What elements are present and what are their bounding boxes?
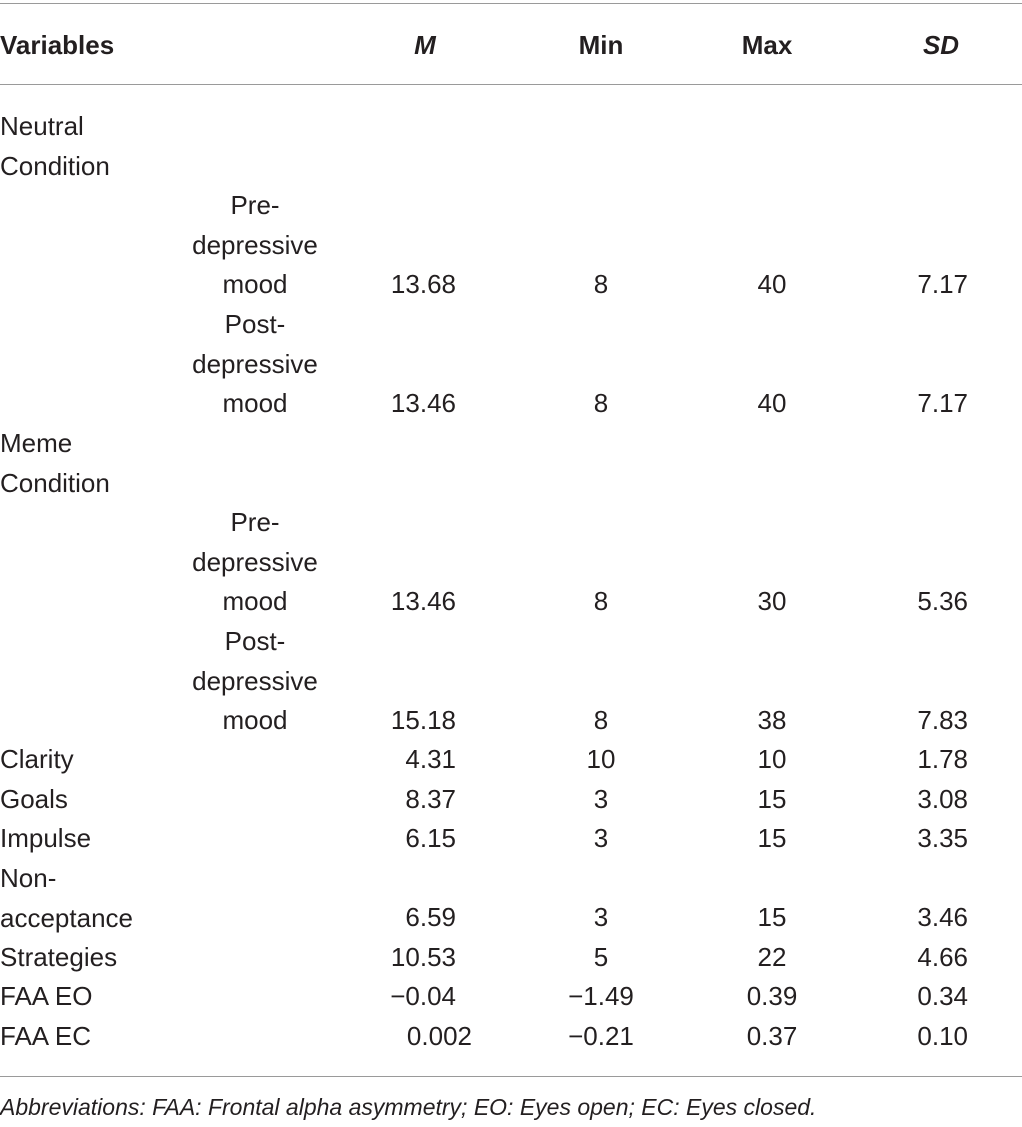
cell-sd: 5.36 <box>917 586 968 616</box>
header-max: Max <box>741 30 793 60</box>
cell-sd: 0.10 <box>917 1021 968 1051</box>
cell-sd: 1.78 <box>917 744 968 774</box>
row-label-line: Post- <box>224 626 286 656</box>
cell-max: 22 <box>757 942 787 972</box>
top-rule <box>0 3 1022 4</box>
cell-sd: 7.17 <box>917 269 968 299</box>
group-label-meme: Meme Condition <box>0 424 130 503</box>
cell-mean: 15.18 <box>390 705 456 735</box>
cell-max: 15 <box>757 784 787 814</box>
row-label: FAA EO <box>0 981 93 1011</box>
row-label-line: depressive <box>192 229 318 260</box>
table-footnote: Abbreviations: FAA: Frontal alpha asymme… <box>0 1094 817 1120</box>
row-label-line: acceptance <box>0 902 133 933</box>
row-label-text: Post-depressive mood <box>180 622 330 741</box>
row-label: Non-acceptance <box>0 859 150 938</box>
cell-min: 10 <box>586 744 616 774</box>
cell-max: 10 <box>757 744 787 774</box>
header-rule <box>0 84 1022 85</box>
cell-mean: 4.31 <box>405 744 456 774</box>
group-label-line: Condition <box>0 150 110 181</box>
group-label-line: Meme <box>0 428 73 458</box>
cell-max: 38 <box>757 705 787 735</box>
cell-max: 15 <box>757 823 787 853</box>
row-label: Strategies <box>0 942 118 972</box>
cell-sd: 4.66 <box>917 942 968 972</box>
cell-mean: 13.68 <box>390 269 456 299</box>
cell-min: −0.21 <box>568 1021 634 1051</box>
cell-sd: 7.17 <box>917 388 968 418</box>
cell-max: 0.39 <box>746 981 798 1011</box>
row-label: Impulse <box>0 823 92 853</box>
group-label-line: Condition <box>0 467 110 498</box>
cell-mean: 10.53 <box>390 942 456 972</box>
row-label-line: depressive <box>192 348 318 379</box>
cell-sd: 3.46 <box>917 902 968 932</box>
row-label-line: mood <box>222 388 288 418</box>
cell-min: 8 <box>593 705 609 735</box>
cell-sd: 0.34 <box>917 981 968 1011</box>
row-label-line: mood <box>222 705 288 735</box>
cell-min: −1.49 <box>568 981 634 1011</box>
row-label: Post-depressive mood <box>180 622 330 741</box>
row-label: Pre-depressive mood <box>180 186 330 305</box>
header-variables: Variables <box>0 30 115 60</box>
cell-mean: 0.002 <box>406 1021 472 1051</box>
row-label-line: Non- <box>0 863 57 893</box>
cell-max: 30 <box>757 586 787 616</box>
bottom-rule <box>0 1076 1022 1077</box>
cell-mean: 8.37 <box>405 784 456 814</box>
row-label: Goals <box>0 784 68 814</box>
row-label-line: depressive <box>192 546 318 577</box>
cell-mean: −0.04 <box>390 981 456 1011</box>
cell-mean: 6.15 <box>405 823 456 853</box>
cell-min: 3 <box>593 823 609 853</box>
cell-max: 15 <box>757 902 787 932</box>
row-label: Clarity <box>0 744 74 774</box>
row-label: FAA EC <box>0 1021 92 1051</box>
cell-max: 0.37 <box>746 1021 798 1051</box>
row-label-text: Pre-depressive mood <box>180 503 330 622</box>
cell-min: 8 <box>593 269 609 299</box>
group-label-neutral: Neutral Condition <box>0 107 130 186</box>
group-label-line: Neutral <box>0 111 84 141</box>
row-label-line: mood <box>222 269 288 299</box>
header-min: Min <box>578 30 624 60</box>
row-label-line: mood <box>222 586 288 616</box>
cell-max: 40 <box>757 269 787 299</box>
cell-sd: 7.83 <box>917 705 968 735</box>
row-label-text: Pre-depressive mood <box>180 186 330 305</box>
cell-max: 40 <box>757 388 787 418</box>
row-label-line: Pre- <box>230 190 280 220</box>
cell-mean: 13.46 <box>390 388 456 418</box>
cell-min: 8 <box>593 586 609 616</box>
cell-mean: 13.46 <box>390 586 456 616</box>
row-label-line: Post- <box>224 309 286 339</box>
cell-mean: 6.59 <box>405 902 456 932</box>
cell-min: 3 <box>593 902 609 932</box>
row-label-line: Pre- <box>230 507 280 537</box>
cell-sd: 3.08 <box>917 784 968 814</box>
cell-min: 3 <box>593 784 609 814</box>
row-label-line: depressive <box>192 665 318 696</box>
header-mean: M <box>414 30 436 60</box>
cell-sd: 3.35 <box>917 823 968 853</box>
header-sd: SD <box>922 30 960 60</box>
row-label-text: Post-depressive mood <box>180 305 330 424</box>
cell-min: 5 <box>593 942 609 972</box>
row-label: Pre-depressive mood <box>180 503 330 622</box>
row-label: Post-depressive mood <box>180 305 330 424</box>
cell-min: 8 <box>593 388 609 418</box>
